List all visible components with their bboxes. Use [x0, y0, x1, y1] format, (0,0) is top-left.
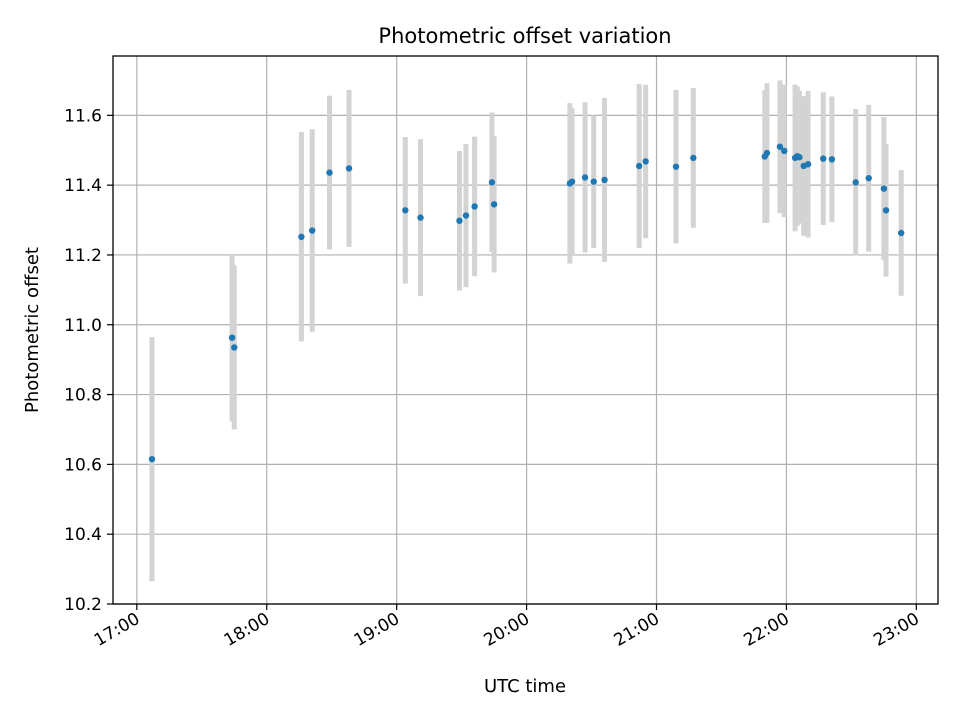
data-point [462, 212, 470, 219]
data-point [228, 334, 236, 341]
data-point [852, 179, 859, 186]
data-point [672, 163, 680, 170]
y-tick-label: 10.8 [64, 386, 102, 406]
plot-frame [112, 55, 939, 605]
x-axis-label: UTC time [484, 676, 566, 697]
data-point [298, 233, 305, 241]
chart-title: Photometric offset variation [378, 24, 671, 48]
data-point [417, 214, 424, 221]
y-axis-ticks: 10.2 10.4 10.6 10.8 11.0 11.2 11.4 11.6 [64, 106, 113, 615]
data-point [581, 174, 589, 181]
data-point [865, 174, 872, 182]
y-tick-label: 10.4 [64, 525, 102, 545]
y-tick-label: 11.0 [64, 316, 102, 336]
y-tick-label: 10.6 [64, 455, 102, 475]
data-point [326, 169, 333, 176]
data-point [776, 143, 784, 150]
data-point [882, 207, 890, 214]
data-points [148, 143, 905, 463]
y-axis-label: Photometric offset [22, 247, 43, 413]
data-point [804, 161, 812, 168]
data-point [488, 179, 496, 186]
data-point [828, 156, 836, 163]
data-point [820, 155, 827, 162]
y-tick-label: 11.2 [64, 246, 102, 266]
data-point [456, 217, 463, 224]
data-point [590, 178, 597, 185]
data-point [690, 154, 697, 162]
data-point [471, 203, 478, 210]
data-point [880, 185, 888, 192]
data-point [345, 165, 353, 172]
data-point [148, 455, 156, 463]
data-point [897, 229, 905, 237]
data-point [763, 149, 771, 157]
data-point [231, 344, 238, 351]
data-point [601, 176, 608, 184]
data-point [635, 162, 643, 170]
data-point [781, 147, 788, 155]
data-point [490, 201, 498, 208]
data-point [642, 158, 649, 165]
data-point [402, 207, 409, 214]
data-point [568, 178, 576, 185]
y-tick-label: 11.4 [64, 176, 102, 196]
data-point [796, 154, 803, 161]
y-tick-label: 10.2 [64, 595, 102, 615]
data-point [309, 227, 316, 234]
y-tick-label: 11.6 [64, 106, 102, 126]
